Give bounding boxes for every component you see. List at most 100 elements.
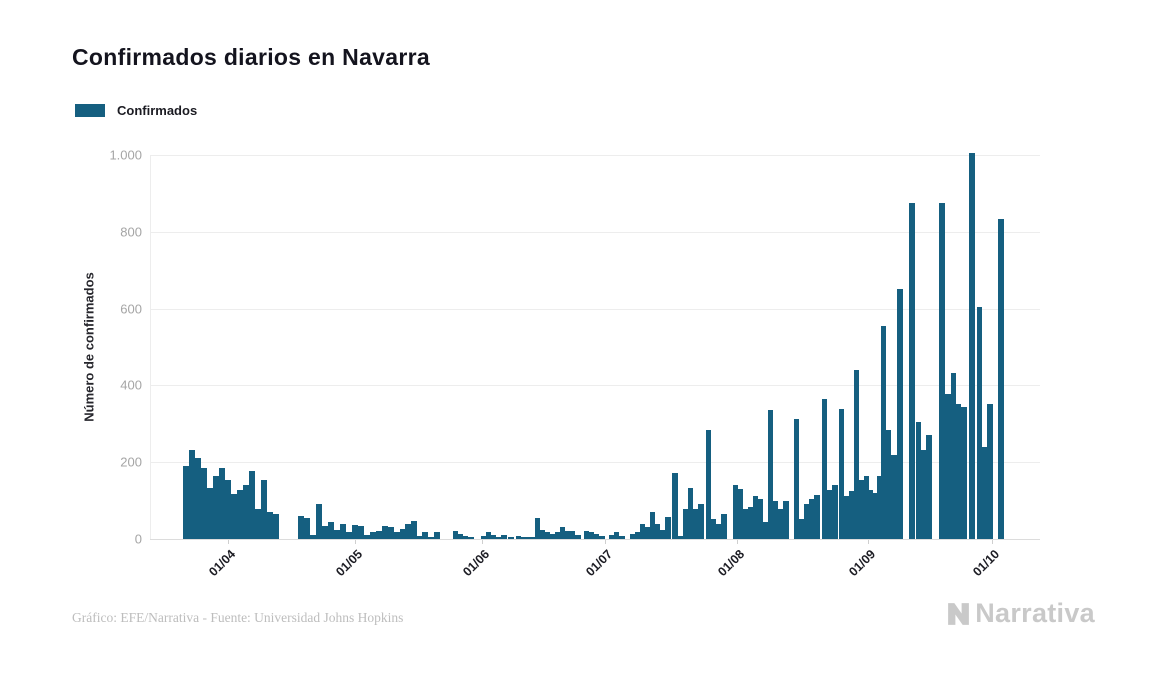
x-tick-mark-01-07 (605, 539, 606, 544)
bar (394, 531, 400, 539)
bar (977, 307, 982, 539)
bar (844, 496, 849, 539)
bar (672, 472, 678, 539)
bar (400, 529, 405, 539)
bar (273, 514, 279, 539)
bar (540, 529, 545, 539)
bar (773, 500, 778, 539)
bar (881, 325, 886, 539)
bar (969, 153, 975, 539)
bar (195, 458, 201, 539)
bar (535, 517, 540, 539)
bar (364, 534, 370, 539)
bar (207, 487, 213, 539)
bar (219, 467, 225, 539)
bar (748, 506, 753, 539)
y-tick-label-200: 200 (120, 454, 142, 470)
bar (565, 530, 570, 539)
x-tick-label-01-08: 01/08 (714, 546, 747, 579)
bar (491, 534, 496, 539)
gridline-1.000 (150, 155, 1040, 157)
bar (921, 449, 926, 539)
bar (859, 479, 864, 539)
bar (298, 515, 304, 539)
bar (225, 480, 231, 539)
bar (584, 530, 589, 539)
bar (346, 531, 352, 539)
bar (839, 409, 844, 539)
x-tick-label-01-05: 01/05 (332, 546, 365, 579)
bar (237, 489, 243, 539)
bar (763, 522, 768, 539)
bar (267, 511, 273, 539)
bar (716, 524, 721, 539)
bar (428, 537, 434, 539)
bar (758, 499, 763, 539)
bar (926, 434, 932, 539)
bar (886, 429, 891, 539)
bar (453, 530, 458, 539)
y-tick-label-800: 800 (120, 224, 142, 240)
bar (463, 535, 468, 539)
x-tick-label-01-06: 01/06 (459, 546, 492, 579)
bar (698, 504, 704, 539)
x-tick-label-01-04: 01/04 (205, 546, 238, 579)
bar (589, 532, 594, 539)
legend-swatch-confirmados (75, 104, 105, 117)
bar (665, 516, 671, 539)
bar (560, 527, 565, 539)
bar (794, 418, 799, 539)
bar (877, 476, 881, 539)
bar (594, 533, 599, 539)
x-tick-label-01-10: 01/10 (969, 546, 1002, 579)
bar (261, 479, 267, 539)
bar (891, 454, 897, 539)
bar (854, 369, 859, 539)
bar (388, 527, 394, 539)
bar (575, 534, 581, 539)
bar (945, 394, 951, 539)
bar (334, 529, 340, 539)
gridline-400 (150, 385, 1040, 387)
bar (678, 535, 683, 539)
narrativa-logo-icon (948, 603, 970, 625)
credit-text: Gráfico: EFE/Narrativa - Fuente: Univers… (72, 610, 404, 625)
bar (486, 532, 491, 539)
bar (481, 535, 486, 539)
bar (316, 504, 322, 539)
bar (897, 288, 903, 539)
bar (496, 536, 501, 539)
bar (783, 501, 789, 539)
bar (243, 484, 249, 539)
bar (956, 404, 961, 539)
bar (832, 484, 838, 539)
bar (619, 535, 625, 539)
y-tick-label-600: 600 (120, 301, 142, 317)
bar (630, 533, 635, 539)
gridline-600 (150, 308, 1040, 310)
bar (982, 447, 987, 539)
gridline-200 (150, 461, 1040, 463)
bar (650, 511, 655, 539)
bar (614, 532, 619, 539)
bar (998, 219, 1004, 539)
bar (376, 530, 382, 539)
bar (706, 430, 711, 539)
bar (721, 514, 727, 539)
bar (827, 489, 832, 539)
bar (864, 475, 869, 539)
x-tick-mark-01-10 (992, 539, 993, 544)
x-tick-label-01-09: 01/09 (845, 546, 878, 579)
legend: Confirmados (75, 103, 197, 118)
bar (370, 532, 376, 539)
y-tick-label-0: 0 (134, 531, 142, 547)
bar (609, 534, 614, 539)
bar (328, 522, 334, 539)
bar (508, 537, 514, 539)
chart-title: Confirmados diarios en Navarra (72, 44, 430, 70)
bar (635, 531, 640, 539)
bar (458, 533, 463, 539)
bar (358, 525, 364, 539)
bar (183, 465, 189, 539)
